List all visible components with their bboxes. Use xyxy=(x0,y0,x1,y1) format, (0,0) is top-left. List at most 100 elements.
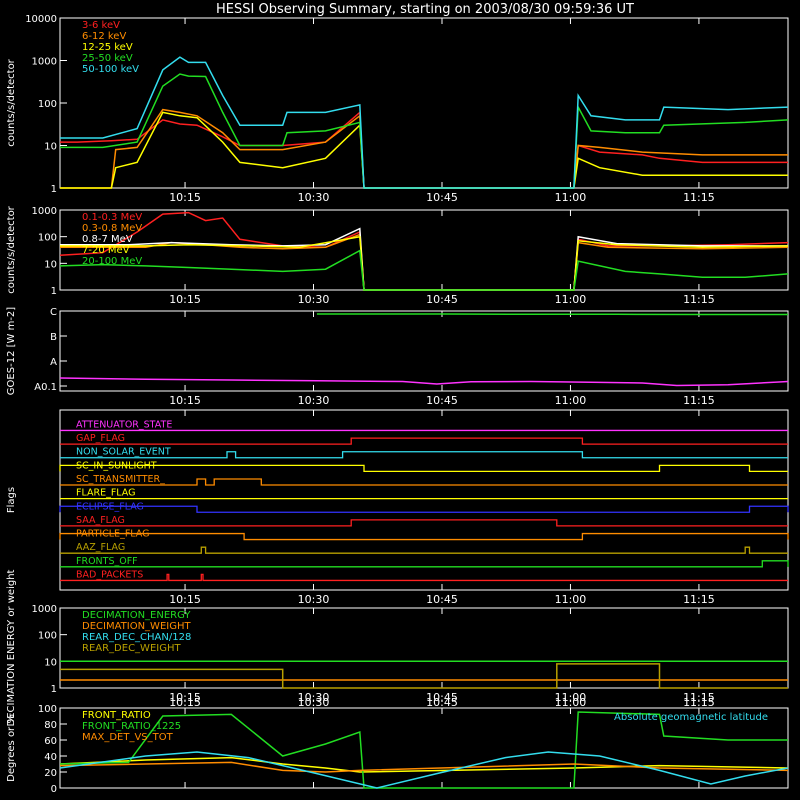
x-tick-label: 10:15 xyxy=(169,191,201,204)
x-tick-label: 10:45 xyxy=(426,394,458,407)
y-tick-label: 10 xyxy=(44,142,57,153)
flag-label: FRONTS_OFF xyxy=(76,556,138,567)
y-tick-label: A xyxy=(50,357,57,368)
x-tick-label: 11:15 xyxy=(683,696,715,709)
y-tick-label: 1000 xyxy=(32,57,57,68)
y-axis-label: Flags xyxy=(6,487,17,513)
x-tick-label: 11:15 xyxy=(683,293,715,306)
series-line xyxy=(316,313,788,316)
y-axis-label: counts/s/detector xyxy=(6,205,17,293)
y-tick-label: C xyxy=(50,307,57,318)
flag-label: GAP_FLAG xyxy=(76,433,125,444)
x-tick-label: 10:45 xyxy=(426,293,458,306)
flag-trace xyxy=(60,519,788,527)
flag-trace xyxy=(60,451,788,459)
legend-entry: 50-100 keV xyxy=(82,64,139,75)
y-tick-label: 10 xyxy=(44,657,57,668)
y-tick-label: 1 xyxy=(51,286,57,297)
flag-label: PARTICLE_FLAG xyxy=(76,529,149,540)
legend-entry: 12-25 keV xyxy=(82,42,133,53)
x-tick-label: 10:30 xyxy=(298,696,330,709)
legend-entry: MAX_DET_VS_TOT xyxy=(82,732,174,743)
series-line xyxy=(60,111,788,189)
y-tick-label: 100 xyxy=(38,233,57,244)
y-tick-label: 40 xyxy=(44,752,57,763)
legend-entry: REAR_DEC_WEIGHT xyxy=(82,643,181,654)
y-tick-label: 60 xyxy=(44,736,57,747)
series-line xyxy=(59,377,789,387)
y-tick-label: 10 xyxy=(44,259,57,270)
y-axis-label: GOES-12 [W m-2] xyxy=(6,307,17,395)
flag-label: SC_TRANSMITTER_ xyxy=(76,474,165,485)
x-tick-label: 10:15 xyxy=(169,293,201,306)
panel-goes: 10:15 10:30 10:45 11:00 11:15 A0.1 A B C GOES-12 … xyxy=(6,307,789,407)
panel-decimation: 10:15 10:30 10:45 11:00 11:15 1 10 100 1000 DECIM… xyxy=(6,569,789,726)
plot-frame xyxy=(59,409,789,591)
x-tick-label: 11:15 xyxy=(683,691,715,704)
x-tick-label: 11:00 xyxy=(555,191,587,204)
flag-trace xyxy=(60,478,788,486)
legend-entry: 25-50 keV xyxy=(82,53,133,64)
flag-trace xyxy=(60,573,788,582)
y-axis-label: Degrees or % xyxy=(6,714,17,782)
series-line xyxy=(60,663,788,689)
x-tick-label: 10:45 xyxy=(426,191,458,204)
annotation-label: Absolute geomagnetic latitude xyxy=(614,712,768,723)
plot-frame xyxy=(59,310,789,392)
x-tick-label: 11:00 xyxy=(555,293,587,306)
y-tick-label: B xyxy=(50,332,57,343)
legend-entry: 0.3-0.8 MeV xyxy=(82,223,142,234)
x-tick-label: 11:00 xyxy=(555,394,587,407)
x-tick-label: 10:30 xyxy=(298,691,330,704)
legend-entry: 7-20 MeV xyxy=(82,245,130,256)
series-line xyxy=(60,227,788,291)
x-tick-label: 10:15 xyxy=(169,696,201,709)
x-tick-label: 10:45 xyxy=(426,593,458,606)
y-tick-label: 10000 xyxy=(25,14,57,25)
x-tick-label: 10:30 xyxy=(298,293,330,306)
flag-trace xyxy=(59,464,788,473)
legend-entry: FRONT_RATIO xyxy=(82,710,151,721)
panel-lightcurves_high: 10:15 10:30 10:45 11:00 11:15 1 10 100 1000 count… xyxy=(6,205,789,306)
y-tick-label: A0.1 xyxy=(34,382,57,393)
legend-entry: 0.8-7 MeV xyxy=(82,234,133,245)
series-line xyxy=(60,73,789,189)
y-axis-label: DECIMATION ENERGY or weight xyxy=(6,569,17,726)
legend-entry: DECIMATION_WEIGHT xyxy=(82,621,191,632)
legend-entry: 3-6 keV xyxy=(82,20,120,31)
legend-entry: DECIMATION_ENERGY xyxy=(82,610,191,621)
x-tick-label: 10:15 xyxy=(169,394,201,407)
flag-trace xyxy=(59,532,789,541)
y-axis-label: counts/s/detector xyxy=(6,58,17,146)
x-tick-label: 10:30 xyxy=(298,394,330,407)
flag-label: BAD_PACKETS xyxy=(76,569,143,580)
y-tick-label: 1 xyxy=(51,184,57,195)
flag-trace xyxy=(60,560,789,568)
legend-entry: REAR_DEC_CHAN/128 xyxy=(82,632,191,643)
legend-entry: FRONT_RATIO_1225 xyxy=(82,721,181,732)
y-tick-label: 0 xyxy=(51,784,57,795)
panel-flags: 10:15 10:30 10:45 11:00 11:15 Flags ATTENUATOR… xyxy=(6,409,789,606)
x-tick-label: 11:15 xyxy=(683,191,715,204)
flag-trace xyxy=(59,505,789,513)
y-tick-label: 100 xyxy=(38,99,57,110)
flag-label: NON_SOLAR_EVENT xyxy=(76,447,171,458)
flag-label: AAZ_FLAG xyxy=(76,542,125,553)
panel-lightcurves_low: 10:15 10:30 10:45 11:00 11:15 1 10 100 1000 10000… xyxy=(6,14,789,204)
flag-label: SAA_FLAG xyxy=(76,515,125,526)
series-line xyxy=(59,761,789,773)
figure-title: HESSI Observing Summary, starting on 200… xyxy=(216,2,634,17)
flag-label: ATTENUATOR_STATE xyxy=(76,419,172,430)
legend-entry: 0.1-0.3 MeV xyxy=(82,212,142,223)
series-line xyxy=(60,108,788,189)
series-line xyxy=(60,56,789,189)
flag-trace xyxy=(60,437,788,445)
flag-trace xyxy=(60,546,788,554)
y-tick-label: 20 xyxy=(44,768,57,779)
series-line xyxy=(60,110,788,189)
series-line xyxy=(59,249,789,291)
x-tick-label: 10:15 xyxy=(169,691,201,704)
x-tick-label: 11:15 xyxy=(683,593,715,606)
x-tick-label: 11:00 xyxy=(555,691,587,704)
